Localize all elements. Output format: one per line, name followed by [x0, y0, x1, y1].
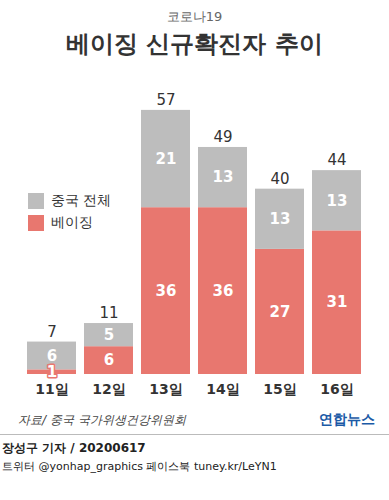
svg-text:21: 21 — [156, 150, 177, 168]
svg-text:11: 11 — [99, 304, 118, 322]
svg-text:13: 13 — [327, 192, 348, 210]
html-text:베이징: 베이징 — [51, 214, 93, 230]
svg-text:44: 44 — [327, 151, 346, 169]
svg-text:7: 7 — [47, 323, 57, 341]
svg-text:49: 49 — [213, 128, 232, 146]
svg-text:12일: 12일 — [92, 381, 125, 397]
svg-text:13일: 13일 — [149, 381, 182, 397]
svg-text:15일: 15일 — [263, 381, 296, 397]
svg-text:40: 40 — [270, 170, 289, 188]
html-text:중국 전체: 중국 전체 — [51, 192, 112, 208]
html-text:트위터 @yonhap_graphics 페이스북 tune: 트위터 @yonhap_graphics 페이스북 tuney.kr/LeYN1 — [2, 460, 277, 473]
html-text:베이징 신규확진자 추이: 베이징 신규확진자 추이 — [66, 30, 323, 58]
svg-text:27: 27 — [270, 303, 291, 321]
svg-text:11일: 11일 — [35, 381, 68, 397]
svg-text:14일: 14일 — [206, 381, 239, 397]
svg-text:36: 36 — [156, 282, 177, 300]
svg-text:36: 36 — [213, 282, 234, 300]
svg-text:57: 57 — [156, 91, 175, 109]
html-text:자료/ 중국 국가위생건강위원회: 자료/ 중국 국가위생건강위원회 — [18, 412, 186, 427]
svg-text:6: 6 — [47, 347, 57, 365]
svg-text:13: 13 — [213, 168, 234, 186]
svg-text:6: 6 — [104, 351, 114, 369]
svg-text:31: 31 — [327, 293, 348, 311]
svg-text:1: 1 — [47, 363, 57, 381]
html-text:코로나19: 코로나19 — [166, 9, 223, 24]
html-text:연합뉴스: 연합뉴스 — [319, 411, 375, 427]
svg-text:5: 5 — [104, 326, 114, 344]
svg-text:13: 13 — [270, 210, 291, 228]
html-text:장성구 기자 / 20200617: 장성구 기자 / 20200617 — [2, 441, 146, 455]
svg-text:16일: 16일 — [320, 381, 353, 397]
